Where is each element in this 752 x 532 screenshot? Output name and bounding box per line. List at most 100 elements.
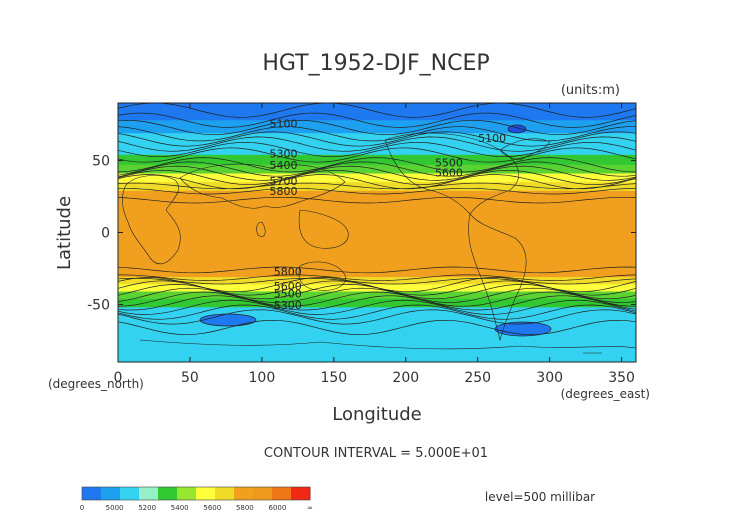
x-tick-label: 300: [536, 370, 563, 386]
contour-line: [118, 277, 636, 293]
band: [118, 157, 636, 160]
band: [118, 225, 636, 228]
contour-line: [118, 291, 636, 307]
contour-interval-text: CONTOUR INTERVAL = 5.000E+01: [264, 446, 488, 461]
band: [118, 182, 636, 185]
band: [118, 338, 636, 342]
band: [118, 268, 636, 271]
band: [118, 287, 636, 290]
band: [118, 199, 636, 202]
band: [118, 232, 636, 235]
band: [118, 141, 636, 144]
band: [118, 197, 636, 201]
band: [118, 127, 636, 130]
band: [118, 344, 636, 347]
colorbar-swatch: [215, 487, 235, 500]
band: [118, 231, 636, 234]
band: [118, 111, 636, 114]
band: [118, 297, 636, 300]
band: [118, 328, 636, 331]
band: [118, 347, 636, 350]
band: [118, 330, 636, 333]
band: [118, 180, 636, 183]
colorbar-label: 5600: [203, 504, 221, 512]
contour-line: [118, 161, 636, 177]
band: [118, 353, 636, 356]
contour-label: 5700: [269, 175, 297, 188]
band: [118, 357, 636, 360]
band: [118, 151, 636, 154]
colorbar-swatch: [82, 487, 102, 500]
band: [118, 179, 636, 182]
contour-line: [118, 136, 636, 152]
band: [118, 124, 636, 127]
band: [118, 123, 636, 126]
band: [118, 251, 636, 254]
band: [118, 279, 636, 283]
band: [118, 285, 636, 288]
contour-line: [118, 174, 636, 190]
band: [118, 320, 636, 323]
band: [118, 249, 636, 252]
contour-line: [118, 309, 636, 325]
band: [118, 307, 636, 310]
band: [118, 288, 636, 291]
band: [118, 187, 636, 190]
band: [118, 186, 636, 189]
contour-label: 5300: [274, 299, 302, 312]
band: [118, 190, 636, 193]
contour-line: [118, 157, 636, 173]
low-center-arctic: [507, 124, 527, 134]
band: [118, 238, 636, 241]
x-tick-label: 0: [114, 370, 123, 386]
contour-label: 5800: [269, 185, 297, 198]
band: [118, 313, 636, 316]
colorbar-swatch: [196, 487, 216, 500]
colorbar-label: 6000: [269, 504, 287, 512]
colorbar-label: 0: [80, 504, 84, 512]
band: [118, 134, 636, 137]
y-axis-title: Latitude: [54, 196, 75, 270]
band: [118, 248, 636, 251]
band: [118, 235, 636, 238]
contour-label: 5100: [269, 117, 297, 130]
band: [118, 277, 636, 280]
colorbar-frame: [81, 486, 311, 501]
band: [118, 169, 636, 172]
contour-line: [118, 169, 636, 186]
band: [118, 272, 636, 275]
band: [118, 195, 636, 198]
band: [118, 275, 636, 278]
y-axis-ticks: 50 0 -50: [87, 154, 636, 313]
band: [118, 200, 636, 203]
band: [118, 105, 636, 108]
band: [118, 206, 636, 209]
band: [118, 333, 636, 336]
colorbar-labels: 0 5000 5200 5400 5600 5800 6000 ∞: [80, 504, 313, 512]
level-text: level=500 millibar: [485, 490, 595, 504]
x-axis-title: Longitude: [332, 404, 422, 425]
band: [118, 274, 636, 277]
band: [118, 203, 636, 206]
band: [118, 341, 636, 344]
band: [118, 163, 636, 166]
band: [118, 229, 636, 232]
band: [118, 108, 636, 111]
band: [118, 193, 636, 196]
band: [118, 226, 636, 229]
contour-line: [118, 287, 636, 303]
band: [118, 149, 636, 152]
x-unit-label: (degrees_east): [561, 387, 650, 401]
band: [118, 264, 636, 267]
contour-line: [118, 182, 636, 190]
low-centers: [199, 124, 552, 337]
band: [118, 228, 636, 231]
band: [118, 160, 636, 163]
units-label: (units:m): [561, 83, 620, 98]
colorbar-label: ∞: [307, 504, 313, 512]
band: [118, 208, 636, 211]
band: [118, 189, 636, 192]
contour-line: [118, 304, 636, 320]
band: [118, 140, 636, 143]
coastlines: [122, 132, 636, 354]
